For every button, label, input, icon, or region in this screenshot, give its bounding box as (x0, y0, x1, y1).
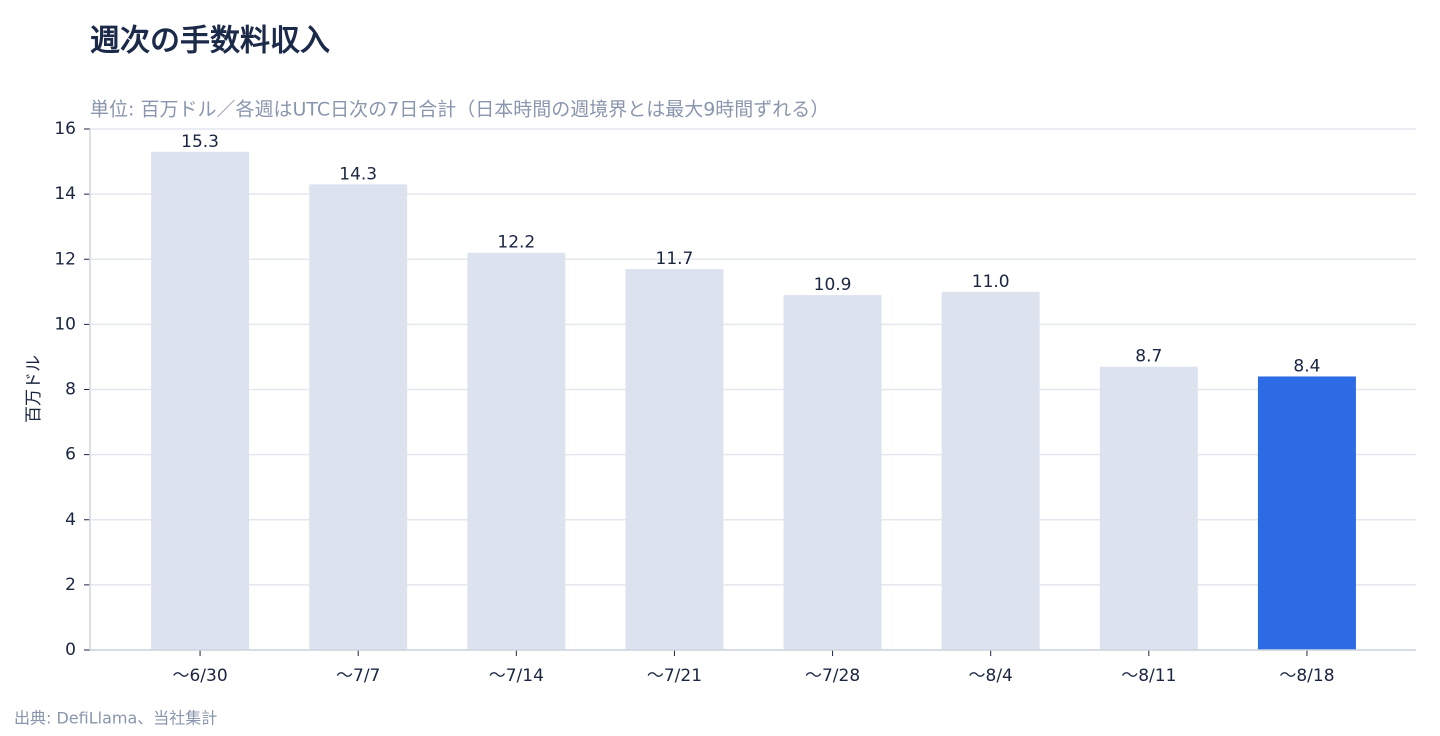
y-tick-label: 8 (65, 380, 76, 400)
value-label: 11.0 (972, 272, 1010, 292)
y-tick-label: 10 (54, 314, 76, 334)
chart-title: 週次の手数料収入 (90, 24, 330, 59)
value-label: 10.9 (814, 275, 852, 295)
x-tick-label: 〜8/18 (1279, 666, 1334, 686)
y-tick-label: 16 (54, 119, 76, 139)
x-tick-label: 〜7/7 (336, 666, 380, 686)
bar (1257, 376, 1356, 650)
bar (783, 295, 882, 650)
x-tick-label: 〜8/4 (969, 666, 1013, 686)
y-axis-label: 百万ドル (24, 355, 44, 423)
bar (467, 252, 566, 651)
value-label: 14.3 (339, 164, 377, 184)
bar (1099, 366, 1198, 650)
value-label: 8.4 (1293, 356, 1320, 376)
x-tick-label: 〜7/28 (805, 666, 860, 686)
y-tick-label: 6 (65, 445, 76, 465)
y-tick-label: 4 (65, 510, 76, 530)
source-note: 出典: DefiLlama、当社集計 (14, 709, 217, 728)
value-label: 11.7 (656, 249, 694, 269)
y-tick-label: 0 (65, 640, 76, 660)
bar (309, 184, 408, 650)
chart-subtitle: 単位: 百万ドル／各週はUTC日次の7日合計（日本時間の週境界とは最大9時間ずれ… (90, 99, 829, 121)
value-label: 12.2 (497, 233, 535, 253)
bar (625, 269, 724, 650)
y-tick-label: 12 (54, 249, 76, 269)
value-label: 8.7 (1135, 347, 1162, 367)
x-tick-label: 〜6/30 (172, 666, 227, 686)
bar (941, 291, 1040, 650)
y-tick-label: 2 (65, 575, 76, 595)
y-tick-label: 14 (54, 184, 76, 204)
x-tick-label: 〜7/14 (489, 666, 544, 686)
x-tick-label: 〜8/11 (1121, 666, 1176, 686)
bar (151, 151, 250, 650)
x-tick-label: 〜7/21 (647, 666, 702, 686)
value-label: 15.3 (181, 132, 219, 152)
